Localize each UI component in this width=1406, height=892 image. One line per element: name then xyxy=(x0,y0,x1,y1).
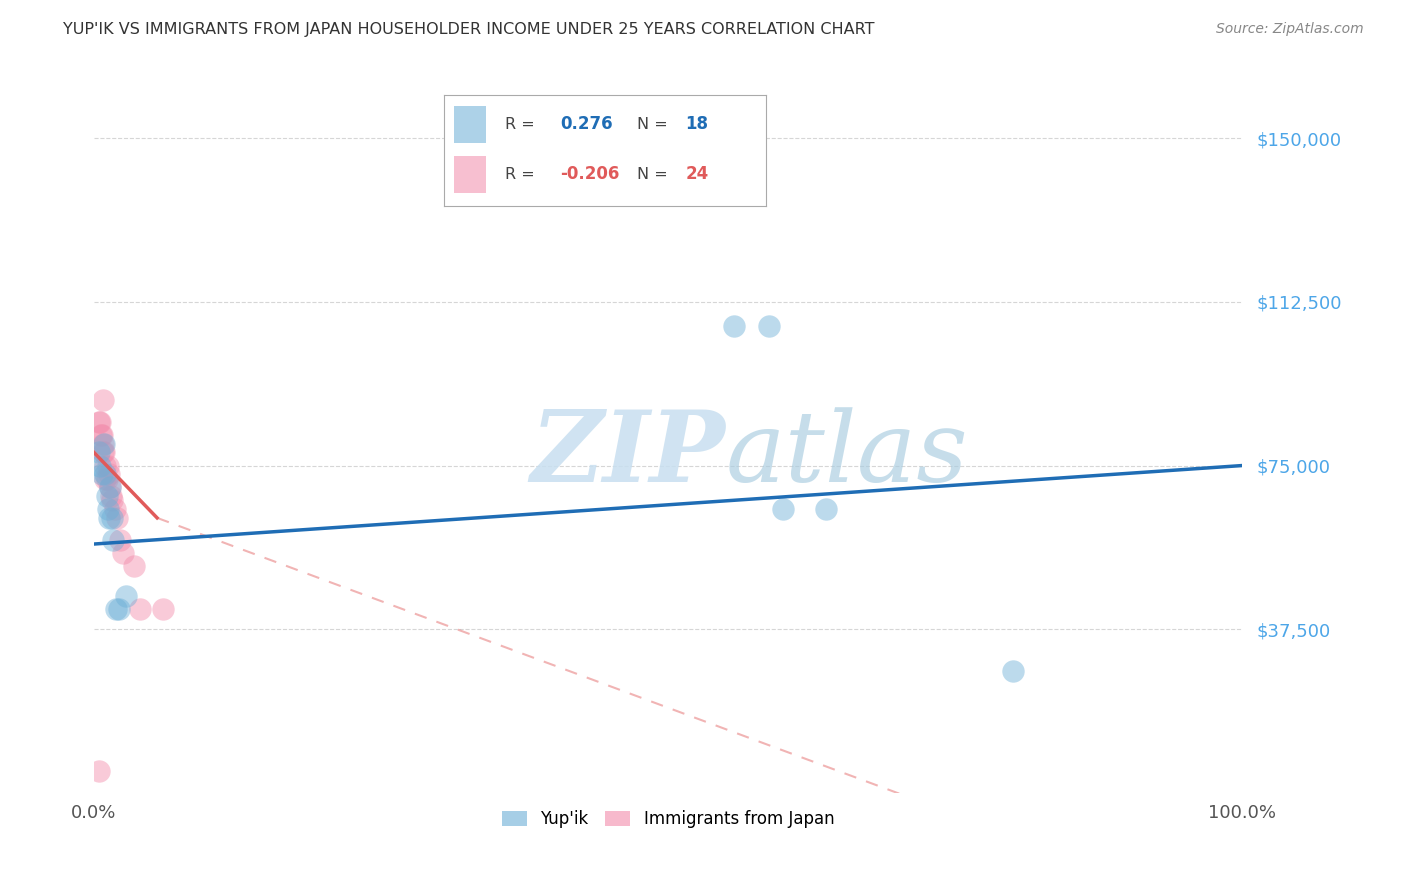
Point xyxy=(89,415,111,429)
Point xyxy=(105,511,128,525)
Point xyxy=(96,489,118,503)
Point xyxy=(91,467,114,482)
Point xyxy=(87,415,110,429)
Point xyxy=(97,467,120,482)
Point xyxy=(94,472,117,486)
Point xyxy=(97,502,120,516)
Text: Source: ZipAtlas.com: Source: ZipAtlas.com xyxy=(1216,22,1364,37)
Point xyxy=(98,480,121,494)
Point xyxy=(152,602,174,616)
Point xyxy=(115,590,138,604)
Text: YUP'IK VS IMMIGRANTS FROM JAPAN HOUSEHOLDER INCOME UNDER 25 YEARS CORRELATION CH: YUP'IK VS IMMIGRANTS FROM JAPAN HOUSEHOL… xyxy=(63,22,875,37)
Text: ZIP: ZIP xyxy=(530,406,725,503)
Point xyxy=(723,318,745,333)
Point xyxy=(91,436,114,450)
Point xyxy=(91,393,114,408)
Point xyxy=(101,511,124,525)
Point xyxy=(91,428,114,442)
Point xyxy=(91,445,114,459)
Point xyxy=(110,533,132,547)
Point xyxy=(758,318,780,333)
Point xyxy=(100,489,122,503)
Legend: Yup'ik, Immigrants from Japan: Yup'ik, Immigrants from Japan xyxy=(495,804,841,835)
Point xyxy=(98,480,121,494)
Point xyxy=(94,467,117,482)
Point xyxy=(111,546,134,560)
Point xyxy=(97,458,120,473)
Point xyxy=(103,533,125,547)
Text: atlas: atlas xyxy=(725,407,969,502)
Point xyxy=(104,502,127,516)
Point xyxy=(94,458,117,473)
Point xyxy=(108,602,131,616)
Point xyxy=(89,458,111,473)
Point xyxy=(90,428,112,442)
Point xyxy=(772,502,794,516)
Point xyxy=(93,436,115,450)
Point xyxy=(96,472,118,486)
Point xyxy=(814,502,837,516)
Point xyxy=(87,445,110,459)
Point xyxy=(87,764,110,778)
Point xyxy=(128,602,150,616)
Point xyxy=(104,602,127,616)
Point xyxy=(122,558,145,573)
Point xyxy=(101,493,124,508)
Point xyxy=(93,445,115,459)
Point xyxy=(97,511,120,525)
Point xyxy=(1001,664,1024,678)
